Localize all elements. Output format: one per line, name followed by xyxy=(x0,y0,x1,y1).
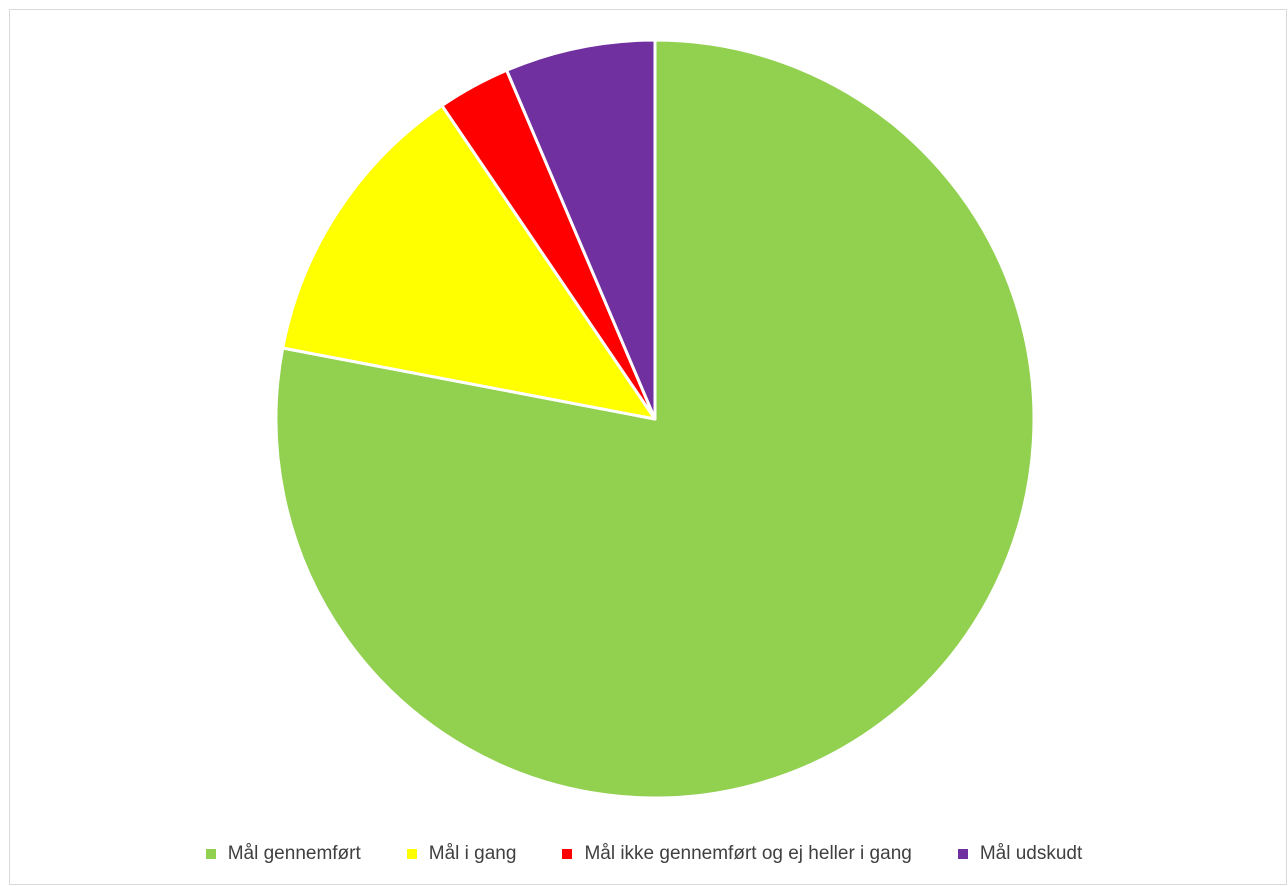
legend-label-not-started: Mål ikke gennemført og ej heller i gang xyxy=(584,843,912,864)
legend-swatch-completed xyxy=(205,849,216,859)
legend-swatch-postponed xyxy=(957,849,968,859)
pie-slices xyxy=(274,38,1036,800)
legend-swatch-not-started xyxy=(562,849,573,859)
chart-legend: Mål gennemført Mål i gang Mål ikke genne… xyxy=(0,840,1288,868)
legend-item-completed: Mål gennemført xyxy=(205,843,361,865)
pie-slice-postponed xyxy=(505,38,657,421)
legend-item-postponed: Mål udskudt xyxy=(957,843,1083,865)
legend-item-in-progress: Mål i gang xyxy=(406,843,517,865)
legend-label-completed: Mål gennemført xyxy=(227,843,361,864)
legend-swatch-in-progress xyxy=(406,849,417,859)
pie-slice-in-progress xyxy=(281,104,657,421)
legend-item-not-started: Mål ikke gennemført og ej heller i gang xyxy=(562,843,912,865)
legend-label-postponed: Mål udskudt xyxy=(979,843,1083,864)
legend-label-in-progress: Mål i gang xyxy=(428,843,517,864)
